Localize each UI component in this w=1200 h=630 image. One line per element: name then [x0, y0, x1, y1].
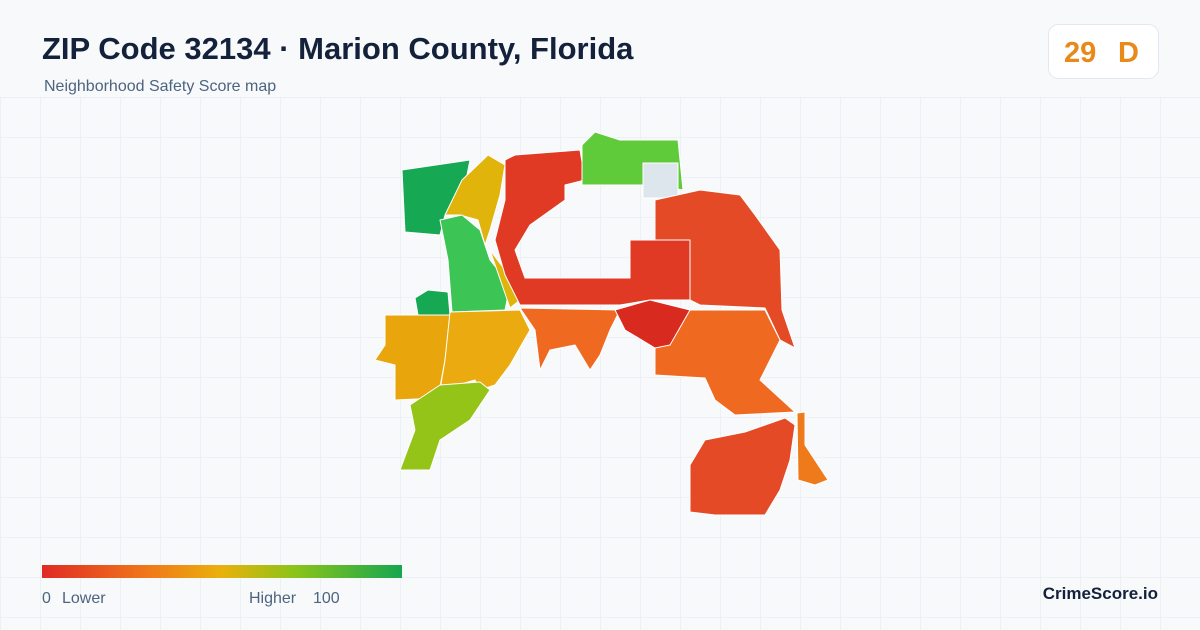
legend-gradient [42, 565, 402, 578]
score-value: 29 [1064, 37, 1096, 69]
region [654, 189, 796, 349]
legend-max: 100 [313, 590, 340, 607]
legend-max-label: Higher [249, 590, 297, 607]
legend-min-label: Lower [62, 590, 106, 607]
title: ZIP Code 32134 · Marion County, Florida [42, 31, 634, 66]
region [399, 381, 491, 471]
region-no-data [642, 162, 679, 199]
legend-min: 0 [42, 590, 51, 607]
region [519, 307, 621, 371]
brand: CrimeScore.io [1043, 584, 1158, 603]
region [654, 309, 796, 416]
region [689, 417, 796, 516]
region [614, 299, 691, 349]
score-grade: D [1118, 37, 1139, 69]
region [444, 154, 506, 246]
grid-background [0, 97, 1200, 630]
map-regions [374, 131, 829, 516]
region [414, 289, 451, 316]
score-box [1048, 24, 1159, 79]
subtitle: Neighborhood Safety Score map [44, 78, 276, 95]
region [796, 411, 829, 486]
